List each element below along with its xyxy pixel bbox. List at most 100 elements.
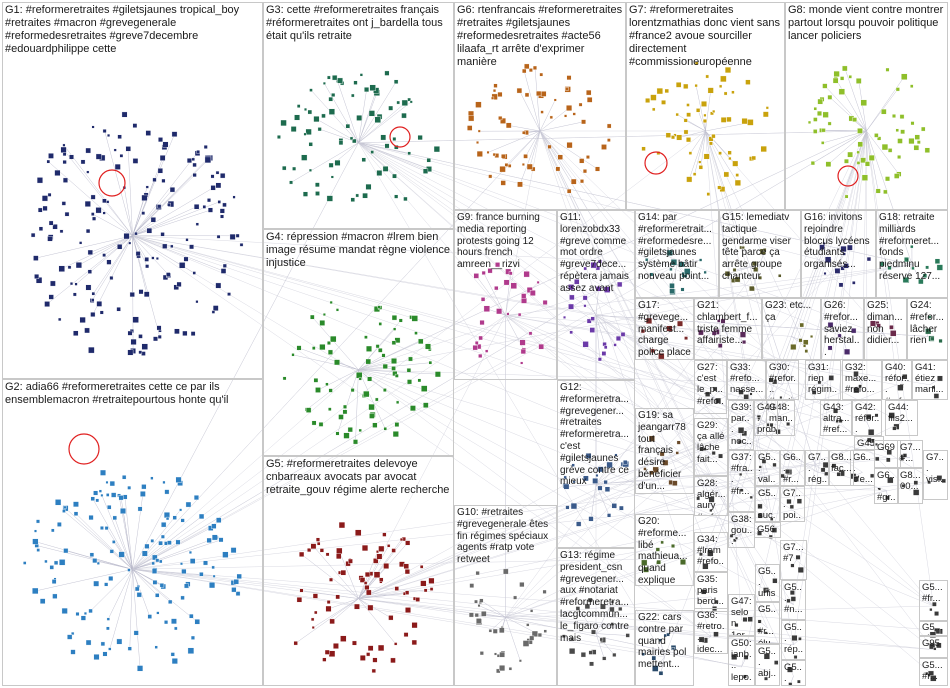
- node: [670, 259, 678, 266]
- node: [752, 261, 757, 266]
- node: [580, 179, 585, 184]
- group-label: G13: régime president_csn #grevegener...…: [560, 550, 632, 644]
- node: [36, 519, 40, 524]
- node: [387, 544, 391, 548]
- node: [881, 143, 889, 151]
- edge: [337, 369, 359, 434]
- node: [669, 288, 675, 294]
- node: [79, 316, 86, 324]
- node: [183, 583, 189, 589]
- node: [941, 478, 946, 484]
- edge: [132, 142, 359, 570]
- node: [575, 606, 581, 611]
- group-box-g37: G37: #fra... #fr...: [728, 450, 755, 512]
- node: [325, 382, 329, 386]
- group-box-g35: G35: paris berd...: [694, 572, 728, 612]
- node: [475, 571, 480, 576]
- node: [134, 586, 140, 592]
- group-label: G5... ré...: [922, 622, 943, 635]
- node: [822, 111, 829, 118]
- edge: [132, 526, 214, 570]
- node: [847, 151, 854, 158]
- node: [583, 475, 589, 482]
- node: [827, 121, 832, 126]
- edge: [358, 142, 793, 473]
- node: [208, 582, 216, 589]
- node: [790, 563, 795, 568]
- node: [48, 220, 54, 226]
- node: [733, 538, 737, 543]
- node: [121, 111, 128, 118]
- node: [478, 335, 483, 341]
- node: [613, 343, 617, 347]
- node: [338, 521, 346, 529]
- node: [662, 459, 669, 466]
- edge: [132, 569, 139, 587]
- node: [738, 389, 744, 395]
- edge: [835, 130, 867, 423]
- node: [518, 659, 522, 663]
- node: [391, 366, 396, 371]
- node: [315, 537, 321, 542]
- edge: [132, 569, 198, 622]
- node: [599, 637, 604, 642]
- node: [922, 273, 928, 278]
- node: [158, 137, 164, 143]
- node: [788, 682, 793, 687]
- edge: [358, 142, 426, 172]
- node: [129, 292, 135, 298]
- node: [467, 125, 473, 131]
- node: [877, 136, 882, 141]
- node: [106, 617, 110, 621]
- node: [913, 489, 920, 496]
- node: [337, 77, 343, 84]
- node: [476, 618, 482, 624]
- node: [936, 475, 943, 481]
- edge: [358, 472, 768, 599]
- group-label: G7: #reformeretraites lorentzmathias don…: [629, 4, 784, 68]
- node: [57, 522, 62, 527]
- node: [207, 207, 213, 213]
- edge: [108, 569, 133, 620]
- node: [612, 652, 617, 657]
- node: [180, 518, 185, 523]
- edge: [358, 384, 824, 599]
- node: [63, 505, 67, 509]
- node: [421, 385, 428, 392]
- node: [902, 277, 909, 283]
- node: [510, 282, 517, 289]
- edge: [132, 509, 181, 570]
- node: [731, 653, 738, 660]
- edge: [505, 273, 511, 316]
- node: [50, 280, 56, 287]
- node: [409, 100, 413, 104]
- node: [411, 315, 418, 322]
- edge: [529, 130, 541, 167]
- node: [933, 647, 937, 651]
- group-box-g95: G95: [919, 636, 948, 658]
- node: [707, 550, 714, 557]
- group-label: G5... abj...: [758, 646, 776, 686]
- node: [394, 422, 400, 427]
- node: [603, 345, 608, 350]
- node: [540, 110, 544, 114]
- edge: [595, 633, 628, 636]
- node: [222, 202, 227, 208]
- node: [282, 376, 287, 381]
- node: [429, 587, 434, 591]
- node: [528, 331, 533, 336]
- node: [106, 505, 112, 510]
- node: [343, 432, 350, 439]
- node: [709, 141, 713, 146]
- node: [911, 266, 915, 270]
- node: [171, 131, 178, 138]
- node: [619, 505, 624, 511]
- node: [817, 98, 823, 105]
- node: [658, 671, 664, 676]
- group-label: G6: rtenfrancais #reformeretraites #retr…: [457, 4, 626, 68]
- edge: [358, 369, 712, 637]
- node: [606, 461, 613, 469]
- node: [696, 496, 700, 501]
- node: [232, 195, 236, 199]
- node: [587, 597, 593, 603]
